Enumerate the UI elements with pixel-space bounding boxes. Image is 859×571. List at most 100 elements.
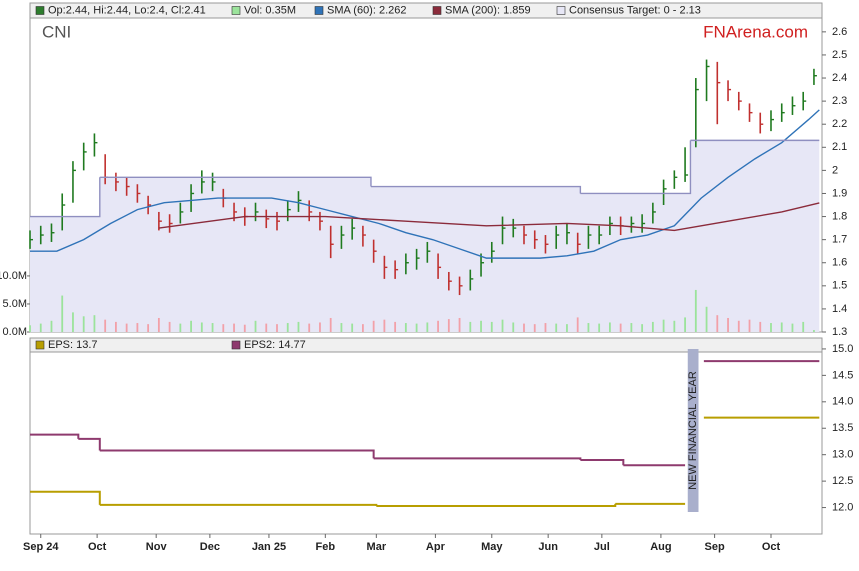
y-tick-label: 2.6 [832, 26, 847, 38]
volume-bar [233, 323, 235, 332]
volume-bar [533, 324, 536, 332]
x-tick-label: Mar [367, 541, 387, 553]
volume-bar [694, 289, 697, 332]
volume-bar [802, 321, 805, 332]
volume-bar [329, 317, 332, 332]
volume-bar [716, 315, 719, 332]
x-tick-label: Sep [705, 541, 725, 553]
volume-bar [168, 321, 171, 332]
legend-label: Vol: 0.35M [244, 4, 296, 16]
sma-line [30, 109, 820, 259]
y-tick-label: 1.7 [832, 234, 847, 246]
volume-bar [190, 320, 192, 332]
x-tick-label: Oct [88, 541, 107, 553]
volume-bar [673, 320, 676, 332]
y-tick-label: 2.2 [832, 118, 847, 130]
volume-bar [651, 321, 654, 332]
y-tick-label: 15.0 [832, 343, 853, 355]
volume-bar [319, 322, 321, 332]
volume-bar [147, 324, 150, 332]
y-tick-label: 1.5 [832, 280, 847, 292]
volume-bar [286, 323, 289, 332]
volume-bar [157, 317, 160, 332]
volume-bar [737, 320, 740, 332]
volume-bar [265, 323, 268, 332]
x-tick-label: Nov [146, 541, 168, 553]
volume-bar [179, 323, 182, 332]
vol-tick-label: 10.0M [0, 270, 27, 282]
volume-bar [770, 323, 772, 332]
volume-bar [276, 324, 278, 332]
volume-bar [93, 315, 96, 332]
volume-bar [598, 323, 601, 332]
volume-bar [587, 323, 590, 332]
legend-swatch [556, 6, 566, 15]
volume-bar [50, 320, 53, 332]
volume-bar [243, 324, 246, 332]
volume-bar [748, 319, 751, 332]
volume-bar [115, 321, 117, 332]
x-tick-label: Aug [650, 541, 671, 553]
y-tick-label: 1.9 [832, 187, 847, 199]
volume-bar [759, 321, 762, 332]
volume-bar [222, 324, 225, 332]
x-tick-label: Apr [426, 541, 446, 553]
y-tick-label: 14.5 [832, 369, 853, 381]
volume-bar [136, 323, 139, 332]
volume-bar [29, 325, 31, 332]
legend-swatch [35, 6, 45, 15]
volume-bar [490, 321, 493, 332]
price-legend-bar [29, 2, 823, 19]
volume-bar [211, 323, 214, 332]
y-tick-label: 1.8 [832, 210, 847, 222]
volume-bar [125, 323, 128, 332]
volume-bar [662, 319, 665, 332]
x-tick-label: Dec [200, 541, 220, 553]
legend-label: EPS2: 14.77 [244, 339, 306, 351]
y-tick-label: 12.0 [832, 501, 853, 513]
vol-tick-label: 0.0M [3, 326, 27, 338]
volume-bar [61, 295, 64, 332]
y-tick-label: 14.0 [832, 396, 853, 408]
volume-bar [705, 306, 708, 332]
volume-bar [727, 317, 729, 332]
volume-bar [576, 317, 579, 332]
volume-bar [684, 317, 686, 332]
watermark: FNArena.com [703, 22, 808, 41]
volume-bar [383, 319, 386, 332]
volume-bar [72, 312, 74, 332]
x-tick-label: Jan 25 [252, 541, 286, 553]
legend-label: EPS: 13.7 [48, 339, 98, 351]
y-tick-label: 1.4 [832, 303, 847, 315]
volume-bar [437, 320, 439, 332]
target-line [30, 139, 820, 218]
legend-label: Op:2.44, Hi:2.44, Lo:2.4, Cl:2.41 [48, 4, 206, 16]
volume-bar [297, 321, 300, 332]
volume-bar [780, 322, 783, 332]
x-tick-label: May [481, 541, 503, 553]
x-tick-label: Sep 24 [23, 541, 59, 553]
volume-bar [340, 323, 343, 332]
legend-swatch [231, 340, 241, 350]
volume-bar [458, 317, 461, 332]
volume-bar [394, 321, 397, 332]
volume-bar [480, 320, 482, 332]
eps-legend-bar [29, 337, 823, 353]
legend-swatch [314, 6, 324, 15]
x-tick-label: Jul [594, 541, 610, 553]
volume-bar [308, 323, 311, 332]
y-tick-label: 2.4 [832, 72, 847, 84]
volume-bar [566, 324, 568, 332]
sma-line [158, 202, 820, 232]
volume-bar [351, 323, 354, 332]
volume-bar [619, 323, 622, 332]
volume-bar [426, 322, 429, 332]
volume-bar [641, 324, 644, 332]
volume-bar [813, 330, 815, 332]
legend-swatch [231, 6, 241, 15]
volume-bar [104, 319, 107, 332]
volume-bar [555, 323, 558, 332]
y-tick-label: 13.5 [832, 422, 853, 434]
volume-bar [200, 322, 203, 332]
